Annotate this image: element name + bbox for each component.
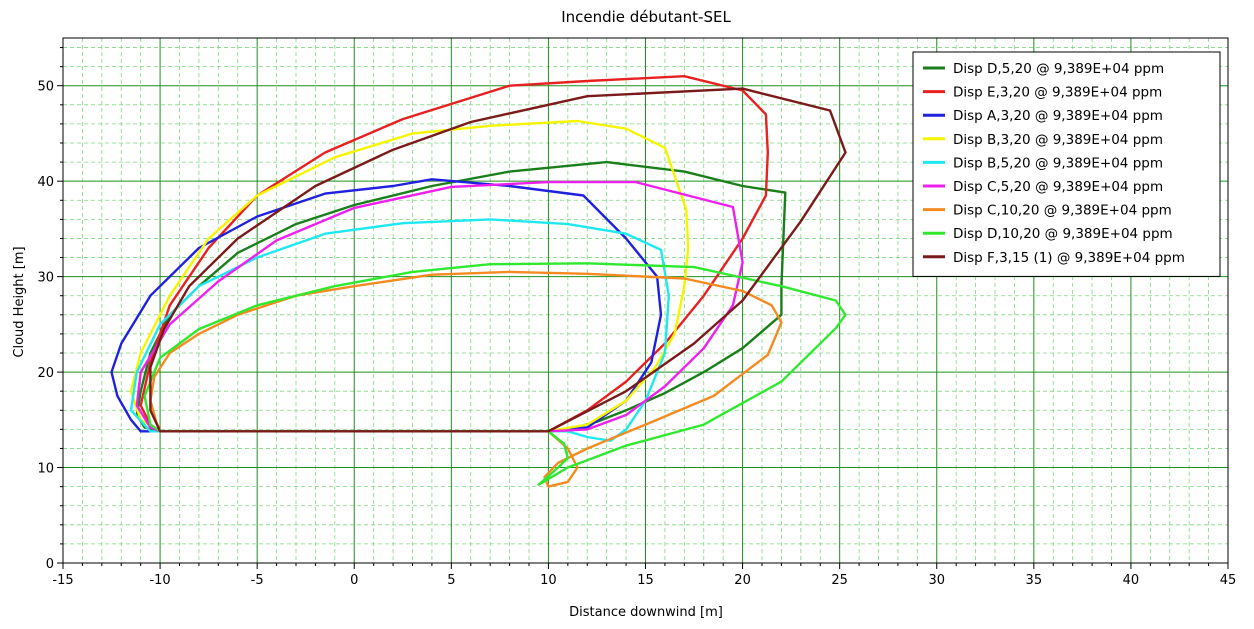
series-line: [149, 87, 847, 433]
y-tick-label: 0: [46, 557, 54, 572]
x-tick-label: 10: [540, 573, 557, 588]
x-tick-label: -5: [251, 573, 264, 588]
legend-entry-label: Disp B,3,20 @ 9,389E+04 ppm: [953, 132, 1163, 148]
x-tick-label: 25: [831, 573, 848, 588]
legend: Disp D,5,20 @ 9,389E+04 ppm Disp E,3,20 @…: [912, 51, 1221, 277]
series-line: [129, 119, 690, 433]
legend-entry-label: Disp C,10,20 @ 9,389E+04 ppm: [953, 203, 1172, 219]
x-tick-label: 20: [734, 573, 751, 588]
series-line: [129, 218, 670, 442]
x-tick-label: 40: [1123, 573, 1140, 588]
legend-box: [912, 51, 1221, 277]
x-tick-label: 35: [1026, 573, 1043, 588]
x-tick-label: 15: [637, 573, 654, 588]
series-line: [143, 262, 847, 486]
x-axis-label: Distance downwind [m]: [569, 605, 723, 620]
series-line: [110, 178, 663, 433]
legend-entry-label: Disp D,10,20 @ 9,389E+04 ppm: [953, 226, 1173, 242]
series-line: [149, 270, 783, 488]
x-tick-label: 30: [928, 573, 945, 588]
series-line: [135, 160, 787, 433]
y-tick-label: 30: [37, 271, 54, 286]
y-tick-label: 50: [37, 80, 54, 95]
x-tick-label: 0: [350, 573, 358, 588]
x-tick-label: 5: [447, 573, 455, 588]
x-tick-label: -10: [149, 573, 170, 588]
legend-entry-label: Disp E,3,20 @ 9,389E+04 ppm: [953, 85, 1162, 101]
series-line: [135, 180, 744, 433]
y-tick-label: 40: [37, 175, 54, 190]
x-tick-label: 45: [1220, 573, 1237, 588]
legend-entry-label: Disp A,3,20 @ 9,389E+04 ppm: [953, 108, 1163, 124]
plot-area: -15 -10 -5 0 5 10 15 20 25 30 35 40 45 0 10 20 30 40 50: [37, 37, 1237, 588]
legend-entry-label: Disp D,5,20 @ 9,389E+04 ppm: [953, 61, 1164, 77]
legend-entry-label: Disp B,5,20 @ 9,389E+04 ppm: [953, 155, 1163, 171]
y-tick-label: 20: [37, 366, 54, 381]
chart-title: Incendie débutant-SEL: [561, 8, 731, 26]
legend-entry-label: Disp C,5,20 @ 9,389E+04 ppm: [953, 179, 1163, 195]
legend-entry-label: Disp F,3,15 (1) @ 9,389E+04 ppm: [953, 250, 1185, 266]
y-tick-label: 10: [37, 462, 54, 477]
y-axis-label: Cloud Height [m]: [12, 246, 27, 357]
x-tick-label: -15: [52, 573, 73, 588]
